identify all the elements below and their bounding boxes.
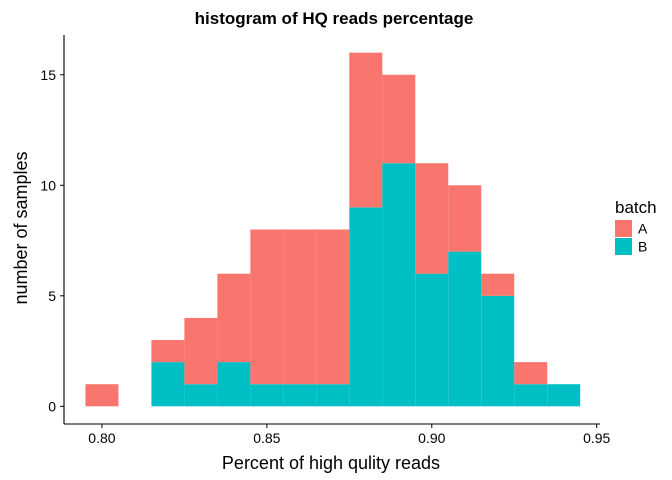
y-tick-label: 15 bbox=[40, 67, 56, 83]
bar-a bbox=[514, 362, 548, 385]
bars-layer bbox=[85, 52, 581, 407]
bar-b bbox=[151, 362, 185, 407]
bar-a bbox=[283, 229, 317, 385]
y-tick-label: 10 bbox=[40, 177, 56, 193]
bar-a bbox=[316, 229, 350, 385]
bar-b bbox=[250, 384, 284, 407]
bar-a bbox=[85, 384, 119, 407]
legend-title: batch bbox=[615, 198, 657, 217]
bar-a bbox=[481, 273, 515, 296]
y-tick-label: 0 bbox=[48, 398, 56, 414]
bar-b bbox=[283, 384, 317, 407]
axes-layer: 0.80 0.85 0.90 0.95 0 5 10 15 bbox=[40, 35, 611, 446]
bar-a bbox=[448, 185, 482, 252]
bar-b bbox=[448, 251, 482, 407]
x-tick-label: 0.95 bbox=[583, 430, 610, 446]
bar-a bbox=[151, 340, 185, 363]
bar-b bbox=[217, 362, 251, 407]
chart-title: histogram of HQ reads percentage bbox=[195, 9, 474, 28]
bar-b bbox=[415, 273, 449, 407]
bar-b bbox=[316, 384, 350, 407]
bar-a bbox=[415, 163, 449, 274]
bar-a bbox=[250, 229, 284, 385]
bar-a bbox=[382, 74, 416, 164]
legend-label-a: A bbox=[638, 221, 648, 237]
legend: batch AB bbox=[615, 198, 657, 255]
x-tick-label: 0.85 bbox=[253, 430, 280, 446]
bar-b bbox=[481, 295, 515, 407]
x-tick-label: 0.90 bbox=[418, 430, 445, 446]
bar-b bbox=[547, 384, 581, 407]
legend-swatch-b bbox=[615, 238, 632, 255]
bar-a bbox=[217, 273, 251, 363]
legend-swatch-a bbox=[615, 220, 632, 237]
bar-b bbox=[184, 384, 218, 407]
bar-a bbox=[349, 52, 383, 208]
legend-label-b: B bbox=[638, 239, 647, 255]
bar-a bbox=[184, 317, 218, 385]
y-tick-label: 5 bbox=[48, 288, 56, 304]
x-tick-label: 0.80 bbox=[88, 430, 115, 446]
x-axis-title: Percent of high qulity reads bbox=[222, 453, 440, 473]
bar-b bbox=[382, 163, 416, 407]
y-axis-title: number of samples bbox=[11, 151, 31, 304]
bar-b bbox=[349, 207, 383, 407]
bar-b bbox=[514, 384, 548, 407]
